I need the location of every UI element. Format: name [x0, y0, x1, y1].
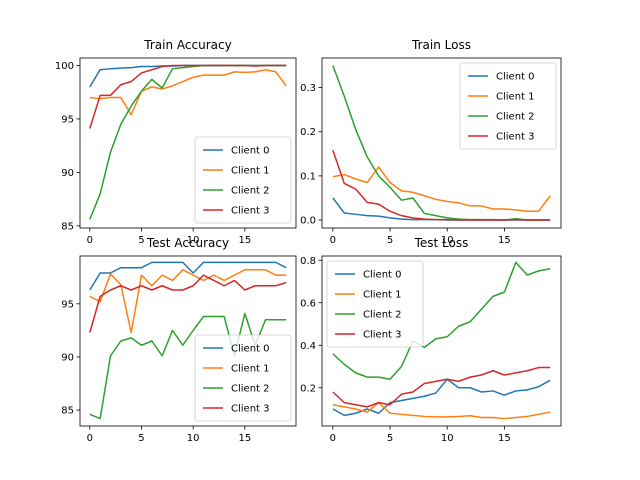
train-accuracy-ytick-label: 100: [55, 61, 74, 72]
test-loss-ytick-label: 0.2: [300, 383, 316, 394]
test-accuracy-legend-label: Client 2: [231, 384, 270, 395]
test-accuracy-series-client-3: [89, 274, 287, 333]
train-loss-ytick-label: 0.1: [300, 171, 316, 182]
test-accuracy-ytick-label: 90: [61, 352, 74, 363]
train-accuracy-title: Train Accuracy: [143, 38, 231, 52]
train-accuracy-xtick-label: 5: [138, 235, 144, 246]
test-loss-xtick-label: 5: [387, 433, 393, 444]
test-loss-series-client-2: [332, 261, 551, 380]
train-loss-ytick-label: 0.3: [300, 83, 316, 94]
test-loss-xtick-label: 10: [441, 433, 454, 444]
train-loss-legend-label: Client 0: [496, 72, 535, 83]
train-loss-legend-label: Client 3: [496, 132, 535, 143]
test-accuracy-legend-box: [194, 334, 292, 422]
test-accuracy-series-client-1: [89, 269, 287, 334]
test-accuracy-xtick-label: 10: [187, 433, 200, 444]
test-loss-ytick-label: 0.6: [300, 298, 316, 309]
test-accuracy-xtick-label: 0: [87, 433, 93, 444]
test-loss-legend-box: [326, 260, 424, 348]
test-accuracy-xtick-label: 15: [238, 433, 251, 444]
test-loss-ytick-label: 0.8: [300, 256, 316, 267]
test-accuracy-title: Test Accuracy: [146, 236, 229, 250]
train-loss-xtick-label: 15: [498, 235, 511, 246]
test-accuracy-ytick-label: 85: [61, 406, 74, 417]
test-loss-xtick-label: 0: [330, 433, 336, 444]
train-loss-title: Train Loss: [411, 38, 471, 52]
test-loss-series-client-3: [332, 366, 551, 408]
test-accuracy-axes-frame: [79, 255, 297, 427]
test-accuracy-legend-label: Client 1: [231, 364, 270, 375]
train-accuracy-legend-box: [194, 136, 292, 224]
train-loss-series-client-1: [332, 166, 551, 212]
train-accuracy-legend: Client 0 Client 1 Client 2 Client 3: [194, 136, 292, 224]
test-accuracy-legend: Client 0 Client 1 Client 2 Client 3: [194, 334, 292, 422]
test-loss-legend-label: Client 2: [363, 310, 402, 321]
train-loss-xtick-label: 10: [441, 235, 454, 246]
train-accuracy-legend-label: Client 0: [231, 146, 270, 157]
train-accuracy-xtick-label: 10: [187, 235, 200, 246]
test-accuracy-ytick-label: 95: [61, 299, 74, 310]
train-loss-xtick-label: 5: [387, 235, 393, 246]
test-loss-series-client-0: [332, 378, 551, 417]
train-loss-ytick-label: 0.2: [300, 127, 316, 138]
test-loss-legend: Client 0 Client 1 Client 2 Client 3: [326, 260, 424, 348]
test-loss-ytick-label: 0.4: [300, 341, 316, 352]
train-accuracy-ytick-label: 95: [61, 114, 74, 125]
train-loss-series-client-3: [332, 150, 551, 221]
test-accuracy-series-client-0: [89, 261, 287, 291]
test-accuracy-legend-label: Client 3: [231, 404, 270, 415]
train-loss-legend-label: Client 2: [496, 112, 535, 123]
train-accuracy-series-client-0: [89, 64, 287, 88]
train-accuracy-legend-label: Client 1: [231, 166, 270, 177]
test-loss-axes-frame: [321, 255, 562, 427]
test-loss-legend-label: Client 3: [363, 330, 402, 341]
test-loss-series-client-1: [332, 401, 551, 420]
test-accuracy-legend-label: Client 0: [231, 344, 270, 355]
train-accuracy-legend-label: Client 2: [231, 186, 270, 197]
train-accuracy-ytick-label: 85: [61, 221, 74, 232]
train-accuracy-ytick-label: 90: [61, 168, 74, 179]
train-loss-ytick-label: 0.0: [300, 216, 316, 227]
train-loss-xtick-label: 0: [330, 235, 336, 246]
test-accuracy-xtick-label: 5: [138, 433, 144, 444]
train-loss-legend-box: [459, 62, 557, 150]
train-accuracy-xtick-label: 0: [87, 235, 93, 246]
test-loss-legend-label: Client 0: [363, 270, 402, 281]
train-accuracy-legend-label: Client 3: [231, 206, 270, 217]
train-accuracy-axes-frame: [79, 57, 297, 229]
test-loss-legend-label: Client 1: [363, 290, 402, 301]
train-loss-legend-label: Client 1: [496, 92, 535, 103]
test-loss-xtick-label: 15: [498, 433, 511, 444]
test-loss-title: Test Loss: [414, 236, 469, 250]
train-loss-legend: Client 0 Client 1 Client 2 Client 3: [459, 62, 557, 150]
train-loss-axes-frame: [321, 57, 562, 229]
train-accuracy-xtick-label: 15: [238, 235, 251, 246]
train-accuracy-series-client-3: [89, 64, 287, 129]
train-accuracy-series-client-1: [89, 69, 287, 116]
